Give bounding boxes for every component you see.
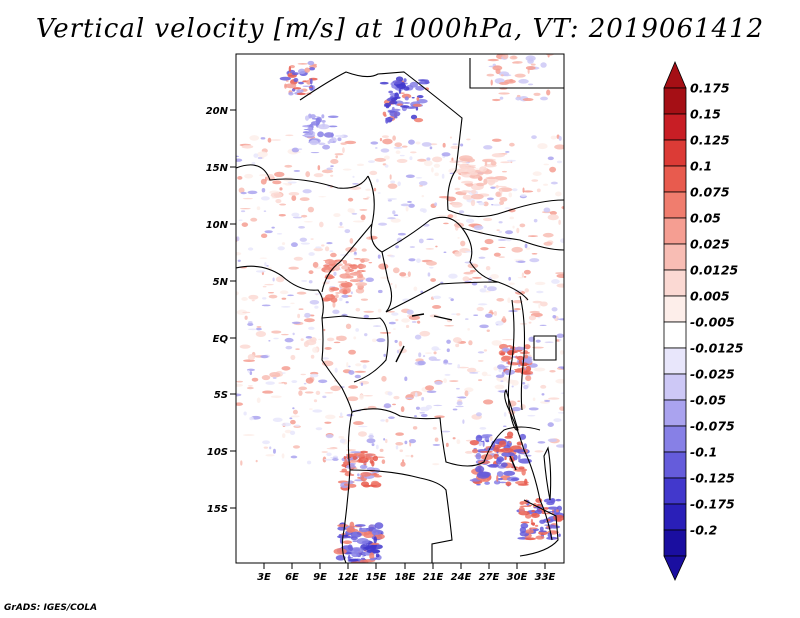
coastline-west xyxy=(236,265,353,563)
border-congo xyxy=(321,315,389,383)
colorbar-top-arrow xyxy=(663,60,687,89)
colorbar-swatch xyxy=(663,399,687,427)
colorbar-label: 0.075 xyxy=(690,185,730,200)
lat-label: 5N xyxy=(213,277,229,288)
plot-frame xyxy=(235,53,565,564)
colorbar-swatch xyxy=(663,503,687,531)
colorbar-label: -0.0125 xyxy=(690,341,744,356)
lon-labels: 3E 6E 9E 12E 15E 18E 21E 24E 27E 30E 33E xyxy=(257,572,555,583)
border-north xyxy=(299,71,463,211)
border-nile xyxy=(447,199,564,218)
colorbar-label: -0.1 xyxy=(690,445,717,460)
border-car xyxy=(321,223,373,293)
colorbar-swatch xyxy=(663,217,687,245)
lon-label: 30E xyxy=(507,572,528,583)
colorbar-label: 0.05 xyxy=(690,211,721,226)
border-east-2 xyxy=(519,295,526,411)
river-segments xyxy=(395,313,517,471)
border-drc-south xyxy=(351,408,541,467)
lat-label: 15N xyxy=(206,163,229,174)
colorbar-label: 0.0125 xyxy=(690,263,739,278)
colorbar-swatch xyxy=(663,87,687,115)
lake-malawi xyxy=(543,446,552,501)
border-sudan xyxy=(461,227,564,251)
lon-label: 12E xyxy=(338,572,359,583)
colorbar-label: -0.2 xyxy=(690,523,717,538)
colorbar-swatch xyxy=(663,295,687,323)
lon-label: 24E xyxy=(451,572,472,583)
lat-label: 15S xyxy=(207,504,228,515)
lon-label: 33E xyxy=(535,572,556,583)
colorbar-swatch xyxy=(663,243,687,271)
lon-label: 9E xyxy=(313,572,327,583)
colorbar-label: 0.15 xyxy=(690,107,721,122)
colorbar-label: 0.025 xyxy=(690,237,730,252)
border-angola xyxy=(349,469,453,563)
lon-label: 15E xyxy=(366,572,387,583)
colorbar-label: -0.175 xyxy=(690,497,735,512)
lat-label: 20N xyxy=(206,106,229,117)
chart-title: Vertical velocity [m/s] at 1000hPa, VT: … xyxy=(35,14,765,44)
lat-label: 5S xyxy=(214,390,228,401)
colorbar-swatch xyxy=(663,269,687,297)
colorbar-swatch xyxy=(663,477,687,505)
colorbar-swatch xyxy=(663,425,687,453)
lon-label: 27E xyxy=(479,572,500,583)
grads-credit: GrADS: IGES/COLA xyxy=(4,603,98,613)
lat-labels: 20N 15N 10N 5N EQ 5S 10S 15S xyxy=(206,106,229,515)
colorbar-swatch xyxy=(663,321,687,349)
lon-ticks xyxy=(263,563,546,569)
lat-ticks xyxy=(230,109,236,509)
lake-victoria xyxy=(533,335,557,361)
lon-label: 18E xyxy=(395,572,416,583)
border-sahel xyxy=(236,164,369,189)
colorbar-label: 0.1 xyxy=(690,159,712,174)
colorbar-label: -0.05 xyxy=(690,393,726,408)
colorbar-label: -0.075 xyxy=(690,419,735,434)
colorbar-bottom-arrow xyxy=(663,555,687,581)
lake-tanganyika xyxy=(504,388,519,431)
colorbar-label: 0.005 xyxy=(690,289,730,304)
colorbar-swatch xyxy=(663,191,687,219)
colorbar-swatch xyxy=(663,529,687,557)
colorbar-swatch xyxy=(663,165,687,193)
colorbar-swatch xyxy=(663,451,687,479)
colorbar-swatch xyxy=(663,347,687,375)
colorbar-swatch xyxy=(663,139,687,167)
border-mozambique xyxy=(519,499,559,557)
colorbar-swatch xyxy=(663,113,687,141)
colorbar: 0.175 0.15 0.125 0.1 0.075 0.05 0.025 0.0125 0.0… xyxy=(663,60,744,581)
colorbar-label: -0.125 xyxy=(690,471,735,486)
lon-label: 21E xyxy=(423,572,444,583)
colorbar-label: 0.125 xyxy=(690,133,730,148)
colorbar-label: -0.005 xyxy=(690,315,735,330)
lon-label: 6E xyxy=(285,572,299,583)
map-plot-area xyxy=(235,53,565,564)
lat-label: 10S xyxy=(207,447,228,458)
border-ne xyxy=(469,58,564,89)
lat-label: EQ xyxy=(213,334,229,345)
colorbar-swatch xyxy=(663,373,687,401)
border-drc-north xyxy=(381,251,529,313)
country-borders xyxy=(236,58,564,563)
lon-label: 3E xyxy=(257,572,271,583)
colorbar-label: 0.175 xyxy=(690,81,730,96)
colorbar-label: -0.025 xyxy=(690,367,735,382)
lat-label: 10N xyxy=(206,220,229,231)
